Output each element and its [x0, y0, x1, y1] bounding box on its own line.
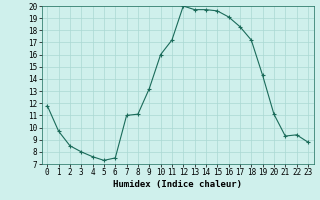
X-axis label: Humidex (Indice chaleur): Humidex (Indice chaleur)	[113, 180, 242, 189]
